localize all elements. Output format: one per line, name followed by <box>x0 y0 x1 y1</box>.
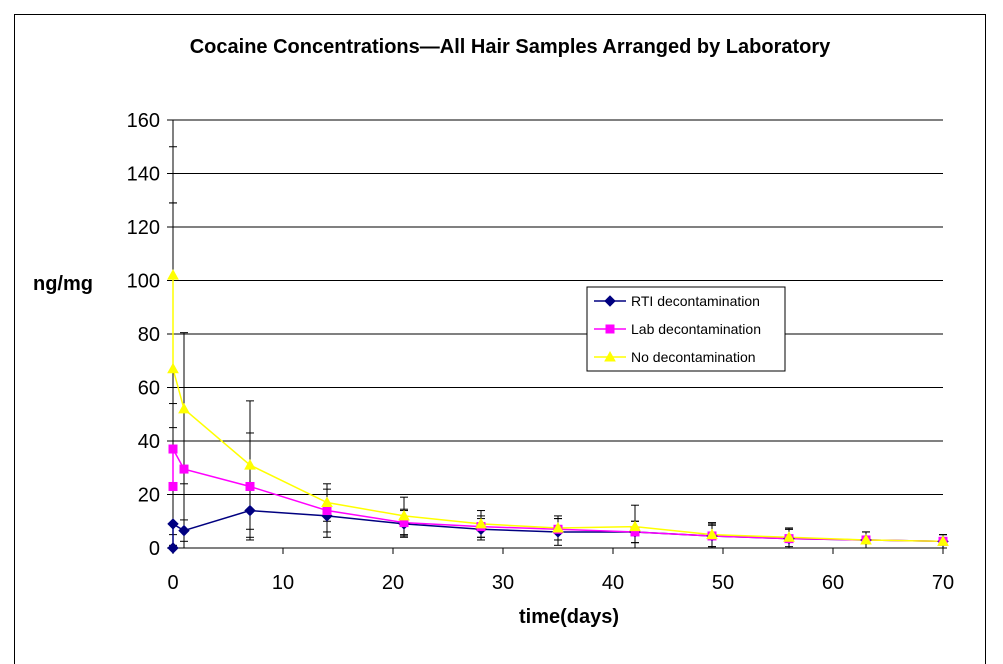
series-markers <box>167 269 949 554</box>
data-point <box>860 533 872 545</box>
y-tick-label: 120 <box>127 217 160 239</box>
y-tick-label: 20 <box>138 485 160 507</box>
data-point <box>322 506 332 516</box>
legend-label: RTI decontamination <box>631 293 760 309</box>
series-lines <box>172 275 944 548</box>
data-point <box>244 504 256 517</box>
legend-label: No decontamination <box>631 349 756 365</box>
data-point <box>629 520 641 532</box>
x-tick-label: 30 <box>492 572 514 594</box>
data-point <box>167 269 179 280</box>
data-point <box>167 362 179 374</box>
x-tick-label: 20 <box>382 572 404 594</box>
chart-title: Cocaine Concentrations—All Hair Samples … <box>190 36 831 58</box>
x-axis-label: time(days) <box>519 606 619 628</box>
gridlines <box>173 119 943 495</box>
data-point <box>245 481 255 491</box>
data-point <box>168 481 178 491</box>
y-axis-label: ng/mg <box>33 273 93 295</box>
x-tick-label: 0 <box>167 572 178 594</box>
data-point <box>179 464 189 474</box>
y-tick-label: 100 <box>127 271 160 293</box>
legend-label: Lab decontamination <box>631 321 761 337</box>
data-point <box>706 528 718 540</box>
data-point <box>398 509 410 521</box>
x-tick-label: 10 <box>272 572 294 594</box>
data-point <box>168 444 178 454</box>
y-tick-label: 80 <box>138 324 160 346</box>
legend-marker <box>605 324 615 334</box>
series-line-2 <box>172 275 944 543</box>
data-point <box>178 402 190 414</box>
data-point <box>244 459 256 470</box>
data-point <box>178 524 190 537</box>
legend-marker <box>604 295 616 307</box>
legend-marker <box>604 350 616 362</box>
data-point <box>783 531 795 542</box>
y-tick-label: 160 <box>127 110 160 132</box>
y-tick-label: 60 <box>138 378 160 400</box>
legend: RTI decontamination Lab decontamination No… <box>586 286 786 372</box>
y-tick-label: 40 <box>138 431 160 453</box>
data-point <box>552 521 564 533</box>
data-point <box>475 517 487 529</box>
x-tick-label: 70 <box>932 572 954 594</box>
y-tick-label: 0 <box>149 538 160 560</box>
x-tick-labels: 0 10 20 30 40 50 60 70 <box>167 572 954 594</box>
x-tick-label: 60 <box>822 572 844 594</box>
error-bars <box>169 146 947 549</box>
y-tick-labels: 0 20 40 60 80 100 120 140 160 <box>127 110 160 560</box>
data-point <box>167 518 179 530</box>
data-point <box>937 535 949 546</box>
y-tick-label: 140 <box>127 164 160 186</box>
data-point <box>167 542 179 554</box>
x-tick-label: 40 <box>602 572 624 594</box>
data-point <box>321 496 333 508</box>
chart-frame <box>14 14 986 664</box>
axes <box>167 119 944 554</box>
x-tick-label: 50 <box>712 572 734 594</box>
